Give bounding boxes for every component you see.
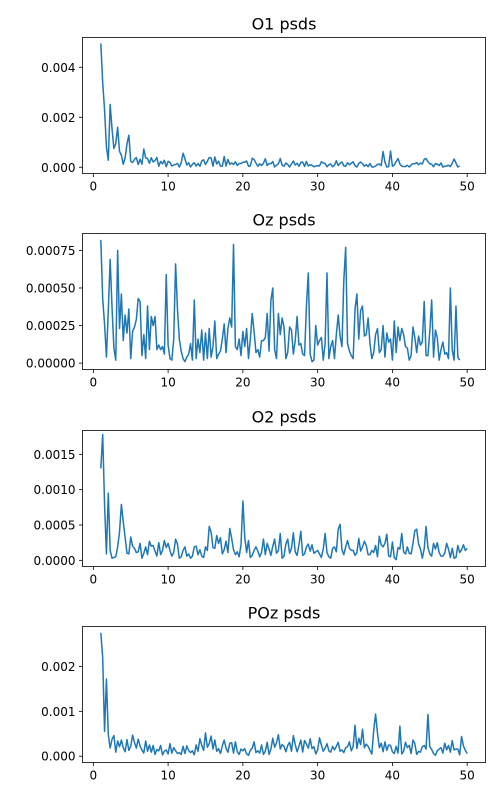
y-tick-label: 0.00075 <box>26 244 76 258</box>
x-tick-label: 50 <box>460 180 475 194</box>
x-tick-label: 40 <box>385 376 400 390</box>
y-tick-label: 0.0005 <box>34 518 76 532</box>
x-tick-label: 10 <box>160 376 175 390</box>
y-tick-label: 0.0000 <box>34 554 76 568</box>
series-line-POz <box>100 632 468 757</box>
x-tick-label: 10 <box>160 769 175 783</box>
x-tick-label: 40 <box>385 573 400 587</box>
y-tick-label: 0.002 <box>41 111 75 125</box>
x-tick-label: 20 <box>235 180 250 194</box>
y-tick-label: 0.00000 <box>26 357 76 371</box>
axes-frame <box>82 233 486 370</box>
x-tick-label: 30 <box>310 769 325 783</box>
chart-0: O1 psds 0 10 20 30 40 50 0.000 0.002 0.004 <box>41 15 486 194</box>
y-tick-label: 0.000 <box>41 161 75 175</box>
y-tick-label: 0.00050 <box>26 281 76 295</box>
x-tick-label: 10 <box>160 573 175 587</box>
series-line-O1 <box>100 43 461 168</box>
x-tick-label: 50 <box>460 376 475 390</box>
axes-frame <box>82 430 486 567</box>
y-tick-label: 0.001 <box>41 705 75 719</box>
x-tick-label: 40 <box>385 769 400 783</box>
y-tick-label: 0.004 <box>41 61 75 75</box>
series-line-O2 <box>100 433 468 561</box>
x-tick-label: 20 <box>235 769 250 783</box>
axes-frame <box>82 626 486 763</box>
y-tick-label: 0.00025 <box>26 319 76 333</box>
x-tick-label: 10 <box>160 180 175 194</box>
chart-2: O2 psds 0 10 20 30 40 50 0.0000 0.0005 0.0010 0.00… <box>34 408 486 587</box>
x-tick-label: 0 <box>90 376 98 390</box>
x-tick-label: 50 <box>460 573 475 587</box>
chart-title: Oz psds <box>252 211 315 230</box>
x-tick-label: 20 <box>235 376 250 390</box>
x-tick-label: 0 <box>90 573 98 587</box>
chart-title: POz psds <box>248 604 321 623</box>
y-tick-label: 0.002 <box>41 660 75 674</box>
y-tick-label: 0.0010 <box>34 483 76 497</box>
y-tick-label: 0.0015 <box>34 448 76 462</box>
axes-frame <box>82 37 486 174</box>
x-tick-label: 30 <box>310 376 325 390</box>
x-tick-label: 50 <box>460 769 475 783</box>
chart-3: POz psds 0 10 20 30 40 50 0.000 0.001 0.002 <box>41 604 486 783</box>
chart-title: O1 psds <box>252 15 317 34</box>
chart-1: Oz psds 0 10 20 30 40 50 0.00000 0.00025 0.00050 0… <box>26 211 486 390</box>
x-tick-label: 40 <box>385 180 400 194</box>
x-tick-label: 30 <box>310 180 325 194</box>
x-tick-label: 20 <box>235 573 250 587</box>
x-tick-label: 0 <box>90 769 98 783</box>
y-tick-label: 0.000 <box>41 750 75 764</box>
x-tick-label: 0 <box>90 180 98 194</box>
series-line-Oz <box>100 239 461 363</box>
chart-title: O2 psds <box>252 408 317 427</box>
x-tick-label: 30 <box>310 573 325 587</box>
